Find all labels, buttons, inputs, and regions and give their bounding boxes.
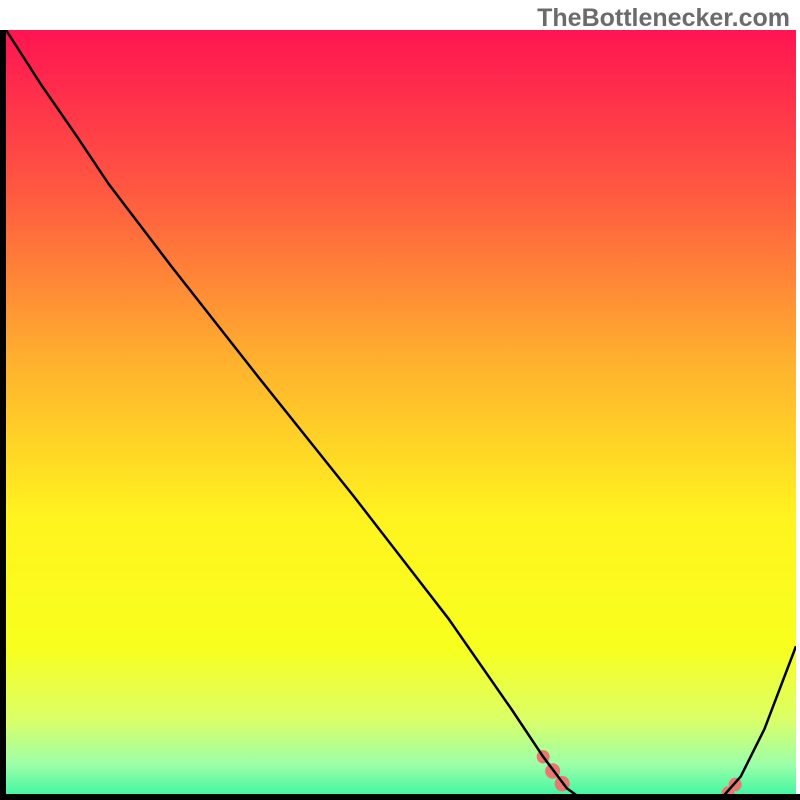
curve-markers (537, 750, 742, 800)
axis-bottom (0, 794, 800, 800)
attribution-text: TheBottlenecker.com (537, 4, 790, 33)
plot-area (6, 30, 796, 793)
bottleneck-curve (6, 30, 796, 800)
chart-frame: TheBottlenecker.com (0, 0, 800, 800)
curve-layer (6, 30, 796, 800)
axis-left (0, 30, 6, 800)
